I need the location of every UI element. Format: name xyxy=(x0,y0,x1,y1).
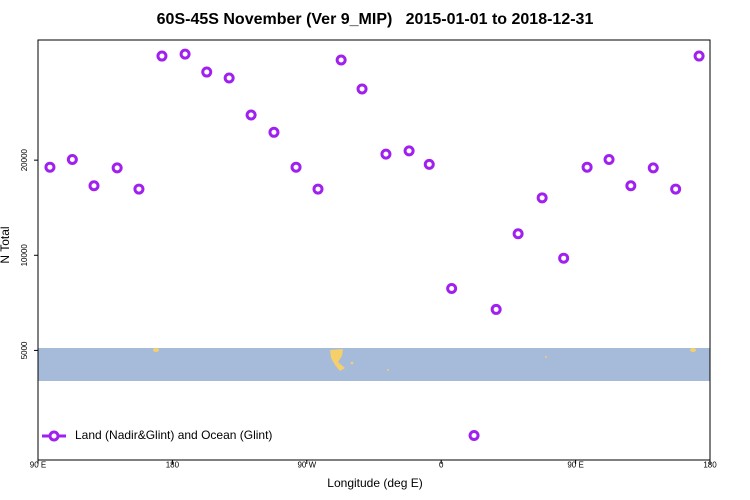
x-axis-label: Longitude (deg E) xyxy=(327,476,422,490)
point xyxy=(133,183,145,195)
point xyxy=(111,162,123,174)
point xyxy=(156,50,168,62)
legend-marker xyxy=(48,430,60,442)
land xyxy=(330,349,345,371)
chart-title: 60S-45S November (Ver 9_MIP) 2015-01-01 … xyxy=(157,11,594,28)
x-tick-label: 180 xyxy=(166,461,180,470)
x-tick-label: 90 W xyxy=(297,461,316,470)
point xyxy=(423,158,435,170)
land xyxy=(690,348,696,352)
point xyxy=(268,126,280,138)
point xyxy=(44,161,56,173)
point xyxy=(647,162,659,174)
plot-frame xyxy=(37,39,711,461)
ocean-band xyxy=(38,348,710,381)
point xyxy=(245,109,257,121)
y-tick-label: 10000 xyxy=(20,244,29,267)
y-tick-label: 5000 xyxy=(20,341,29,359)
land xyxy=(545,356,547,358)
point xyxy=(670,183,682,195)
point xyxy=(446,283,458,295)
point xyxy=(179,48,191,60)
point xyxy=(603,153,615,165)
point xyxy=(223,72,235,84)
x-tick-label: 0 xyxy=(439,461,444,470)
legend-label: Land (Nadir&Glint) and Ocean (Glint) xyxy=(75,428,272,442)
point xyxy=(88,180,100,192)
point xyxy=(536,192,548,204)
point xyxy=(335,54,347,66)
x-tick-label: 90 E xyxy=(567,461,583,470)
point xyxy=(512,228,524,240)
y-tick-label: 20000 xyxy=(20,148,29,171)
land xyxy=(153,348,159,352)
point xyxy=(356,83,368,95)
map-strip xyxy=(38,348,710,381)
x-tick-label: 180 xyxy=(703,461,717,470)
point xyxy=(693,50,705,62)
legend-item: Land (Nadir&Glint) and Ocean (Glint) xyxy=(42,428,272,442)
y-axis-label: N Total xyxy=(0,226,12,263)
point xyxy=(625,180,637,192)
land xyxy=(387,369,389,371)
point xyxy=(581,161,593,173)
land xyxy=(350,361,354,365)
point xyxy=(490,303,502,315)
point xyxy=(312,183,324,195)
point xyxy=(403,145,415,157)
point xyxy=(558,252,570,264)
point xyxy=(468,429,480,441)
point xyxy=(380,148,392,160)
point xyxy=(290,161,302,173)
point xyxy=(66,153,78,165)
x-tick-label: 90 E xyxy=(30,461,46,470)
point xyxy=(201,66,213,78)
